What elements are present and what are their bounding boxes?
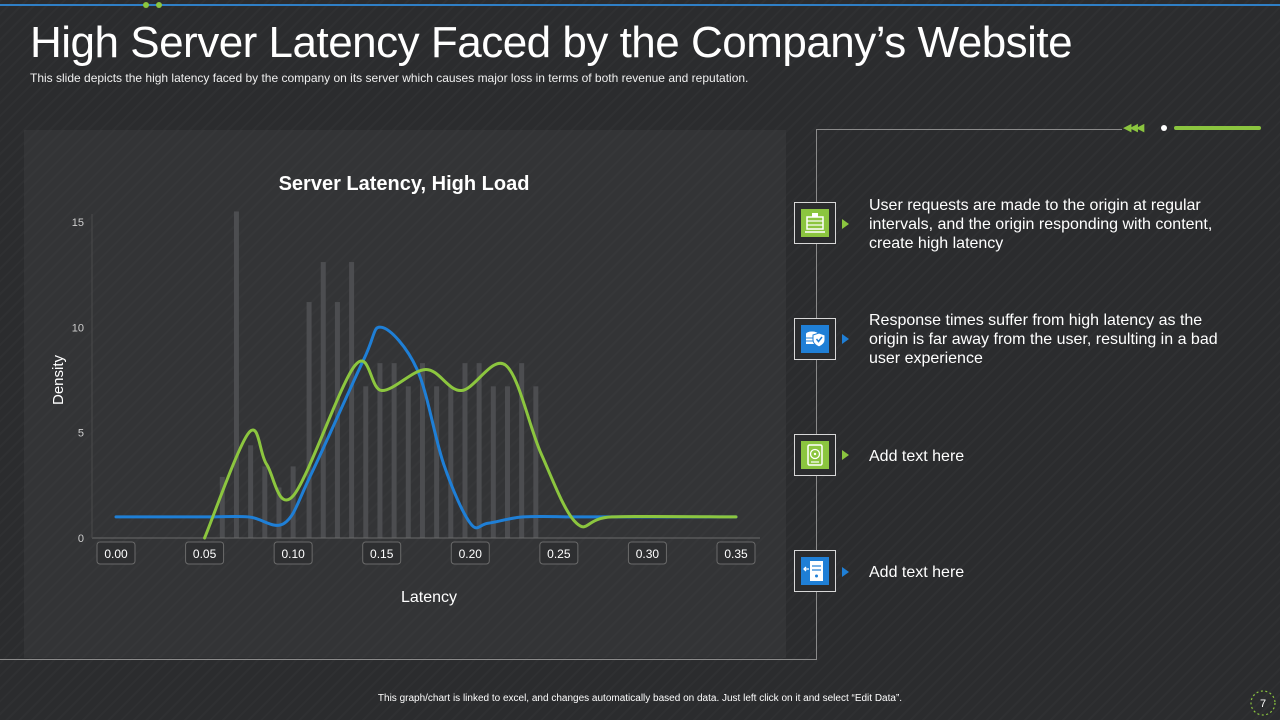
top-dot-right [156, 2, 162, 8]
histogram-bar [290, 466, 296, 538]
histogram-bar [405, 386, 411, 538]
item-4-arrow-icon [842, 567, 849, 577]
frame-top-line [816, 129, 1122, 130]
x-tick-box [273, 541, 313, 565]
y-axis-label: Density [50, 354, 67, 405]
server-rack-icon-box [794, 202, 836, 244]
histogram-bar [490, 386, 496, 538]
x-tick-label: 0.15 [370, 547, 394, 561]
x-tick-label: 0.35 [724, 547, 748, 561]
chart-axes [91, 214, 760, 539]
x-tick-label: 0.20 [459, 547, 483, 561]
histogram-bar [419, 363, 425, 538]
server-rack-icon [801, 209, 829, 237]
item-1-text: User requests are made to the origin at … [869, 197, 1213, 252]
database-shield-icon [801, 325, 829, 353]
x-tick-box [716, 541, 756, 565]
x-tick-label: 0.05 [193, 547, 217, 561]
histogram-bar [434, 386, 440, 538]
page-number-badge: 7 [1250, 690, 1276, 716]
histogram-bar [504, 386, 510, 538]
footer-note: This graph/chart is linked to excel, and… [377, 693, 903, 704]
histogram-bar [519, 363, 525, 538]
server-transfer-icon-box [794, 550, 836, 592]
top-dot-left [143, 2, 149, 8]
item-2-arrow-icon [842, 334, 849, 344]
green-accent-bar [1174, 126, 1261, 130]
density-curves [114, 325, 738, 540]
x-tick-label: 0.10 [281, 547, 305, 561]
histogram-bar [377, 363, 383, 538]
item-1-arrow-icon [842, 219, 849, 229]
hard-drive-icon [801, 441, 829, 469]
item-2-text: Response times suffer from high latency … [869, 312, 1218, 367]
x-tick-label: 0.00 [104, 547, 128, 561]
histogram-bars [219, 211, 539, 538]
axis-ticks: 0.00 0.05 0.10 0.15 0.20 0.25 0.30 0.35 0 5 10 15 [72, 217, 756, 565]
hard-drive-icon-box [794, 434, 836, 476]
histogram-bar [448, 386, 454, 538]
histogram-bar [476, 363, 482, 538]
series-2-curve [203, 359, 738, 540]
histogram-bar [233, 211, 239, 538]
histogram-bar [391, 363, 397, 538]
item-3-arrow-icon [842, 450, 849, 460]
x-tick-box [96, 541, 136, 565]
page-number: 7 [1260, 698, 1266, 710]
top-accent-line [0, 4, 1280, 6]
y-tick-label: 10 [72, 322, 84, 334]
frame-vertical-line [816, 129, 817, 660]
slide-subtitle: This slide depicts the high latency face… [30, 71, 749, 85]
x-tick-box [362, 541, 402, 565]
histogram-bar [276, 487, 282, 538]
chart-title: Server Latency, High Load [279, 173, 530, 195]
x-tick-label: 0.30 [636, 547, 660, 561]
histogram-bar [533, 386, 539, 538]
histogram-bar [349, 262, 355, 538]
x-tick-label: 0.25 [547, 547, 571, 561]
server-transfer-icon [801, 557, 829, 585]
x-tick-box [185, 541, 225, 565]
slide-title: High Server Latency Faced by the Company… [30, 18, 1073, 67]
histogram-bar [262, 466, 268, 538]
y-tick-label: 15 [72, 217, 84, 229]
histogram-bar [363, 386, 369, 538]
histogram-bar [248, 445, 254, 538]
x-tick-box [627, 541, 667, 565]
x-tick-box [539, 541, 579, 565]
y-tick-label: 0 [78, 533, 84, 545]
y-tick-label: 5 [78, 428, 84, 440]
database-shield-icon-box [794, 318, 836, 360]
item-4-text: Add text here [869, 564, 965, 581]
histogram-bar [462, 363, 468, 538]
histogram-bar [306, 302, 312, 538]
frame-bottom-line [0, 659, 817, 660]
chart-panel [24, 130, 786, 658]
item-3-text: Add text here [869, 448, 965, 465]
series-1-curve [114, 325, 738, 530]
latency-chart[interactable]: Server Latency, High Load Latency Densit… [24, 130, 786, 658]
x-axis-label: Latency [401, 589, 457, 606]
histogram-bar [219, 476, 225, 538]
left-arrows-icon: ◀◀◀ [1123, 122, 1144, 134]
histogram-bar [320, 262, 326, 538]
x-tick-box [450, 541, 490, 565]
white-dot [1161, 125, 1167, 131]
